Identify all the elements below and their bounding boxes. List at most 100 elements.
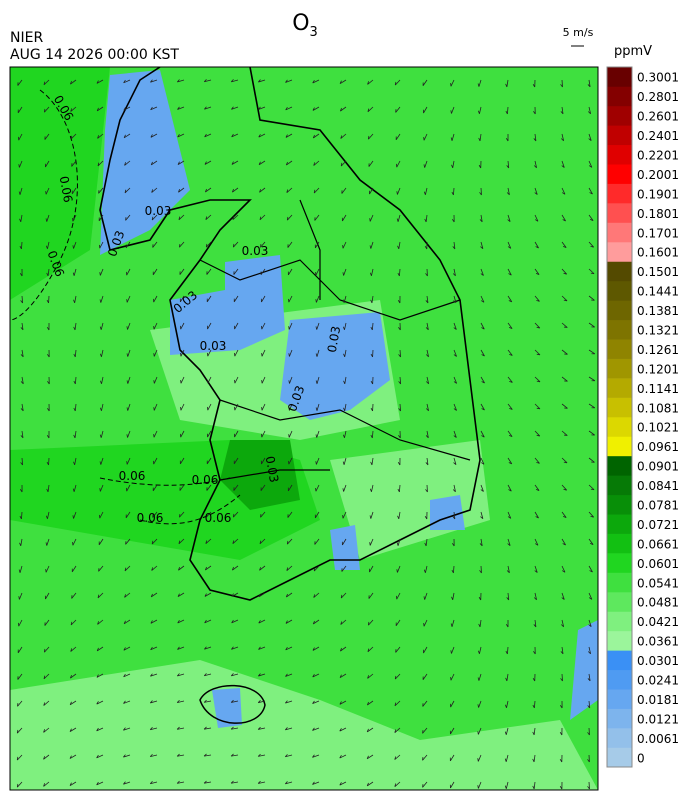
wind-arrow bbox=[152, 268, 158, 276]
wind-arrow bbox=[234, 376, 239, 384]
wind-arrow bbox=[17, 700, 23, 707]
wind-arrow bbox=[453, 322, 457, 330]
wind-arrow bbox=[234, 349, 239, 357]
wind-arrow bbox=[507, 376, 513, 383]
colorbar-box bbox=[607, 203, 632, 223]
wind-arrow bbox=[340, 133, 347, 139]
wind-arrow bbox=[588, 565, 593, 573]
wind-arrow bbox=[150, 592, 158, 598]
wind-arrow bbox=[230, 780, 239, 784]
wind-arrow bbox=[534, 268, 540, 276]
colorbar-box bbox=[607, 86, 632, 107]
wind-arrow bbox=[99, 268, 104, 276]
wind-arrow bbox=[151, 214, 158, 221]
wind-arrow bbox=[588, 376, 596, 382]
wind-arrow bbox=[150, 106, 158, 111]
field-patch bbox=[220, 440, 300, 510]
wind-arrow bbox=[17, 673, 23, 680]
wind-arrow bbox=[69, 754, 77, 759]
colorbar-label: 0.0901 bbox=[637, 460, 679, 474]
wind-arrow bbox=[504, 781, 509, 789]
colorbar-label: 0.2801 bbox=[637, 90, 679, 104]
wind-arrow bbox=[258, 646, 266, 650]
colorbar-label: 0.0061 bbox=[637, 732, 679, 746]
wind-arrow bbox=[43, 754, 50, 760]
wind-arrow bbox=[339, 727, 347, 732]
wind-arrow bbox=[288, 457, 293, 465]
wind-arrow bbox=[422, 646, 428, 654]
wind-arrow bbox=[45, 187, 50, 195]
wind-arrow bbox=[232, 241, 239, 248]
wind-arrow bbox=[18, 160, 23, 168]
wind-arrow bbox=[152, 511, 158, 518]
wind-arrow bbox=[533, 592, 537, 601]
contour-label: 0.06 bbox=[205, 511, 232, 525]
wind-arrow bbox=[451, 565, 455, 574]
wind-arrow bbox=[450, 79, 455, 87]
wind-arrow bbox=[477, 700, 482, 708]
wind-arrow bbox=[43, 700, 50, 706]
colorbar-box bbox=[607, 553, 632, 573]
wind-arrow bbox=[533, 646, 536, 655]
wind-arrow bbox=[507, 430, 513, 438]
wind-arrow bbox=[534, 511, 539, 519]
wind-arrow bbox=[507, 538, 511, 546]
wind-arrow bbox=[507, 403, 513, 410]
wind-arrow bbox=[480, 295, 485, 303]
wind-arrow bbox=[288, 376, 293, 384]
wind-arrow bbox=[370, 295, 374, 304]
wind-arrow bbox=[72, 241, 77, 249]
wind-arrow bbox=[258, 592, 266, 598]
wind-arrow bbox=[588, 457, 595, 463]
colorbar-box bbox=[607, 494, 632, 515]
wind-arrow bbox=[315, 430, 320, 438]
wind-arrow bbox=[258, 79, 266, 83]
wind-arrow bbox=[177, 106, 185, 110]
field-patch bbox=[10, 660, 598, 790]
wind-arrow bbox=[450, 106, 455, 114]
wind-arrow bbox=[97, 592, 104, 599]
wind-arrow bbox=[176, 699, 185, 703]
wind-arrow bbox=[561, 484, 568, 491]
wind-arrow bbox=[71, 160, 77, 167]
wind-arrow bbox=[368, 592, 374, 599]
wind-arrow bbox=[534, 484, 540, 492]
colorbar-box bbox=[607, 436, 632, 457]
wind-arrow bbox=[560, 646, 564, 655]
wind-arrow bbox=[561, 457, 568, 464]
wind-arrow bbox=[151, 565, 158, 571]
wind-arrow bbox=[180, 403, 185, 411]
wind-arrow bbox=[369, 241, 374, 249]
wind-arrow bbox=[505, 646, 509, 655]
wind-arrow bbox=[72, 214, 77, 222]
wind-arrow bbox=[96, 754, 104, 759]
wind-arrow bbox=[507, 295, 513, 303]
wind-arrow bbox=[341, 187, 347, 194]
colorbar-box bbox=[607, 611, 632, 632]
wind-arrow bbox=[534, 430, 541, 437]
wind-arrow bbox=[176, 753, 185, 757]
wind-arrow bbox=[151, 538, 158, 545]
wind-arrow bbox=[342, 241, 347, 249]
wind-arrow bbox=[507, 457, 513, 465]
wind-arrow bbox=[96, 646, 104, 652]
wind-arrow bbox=[178, 565, 185, 571]
wind-arrow bbox=[230, 726, 239, 730]
colorbar-label: 0.0121 bbox=[637, 712, 679, 726]
wind-arrow bbox=[284, 727, 293, 731]
wind-arrow bbox=[70, 646, 77, 652]
wind-arrow bbox=[124, 592, 131, 598]
wind-arrow bbox=[588, 511, 594, 518]
wind-arrow bbox=[315, 349, 320, 357]
wind-arrow bbox=[588, 322, 595, 328]
wind-arrow bbox=[16, 754, 23, 761]
wind-arrow bbox=[259, 214, 266, 221]
wind-arrow bbox=[342, 430, 347, 438]
wind-arrow bbox=[480, 430, 485, 438]
wind-arrow bbox=[369, 268, 374, 276]
wind-arrow bbox=[123, 106, 131, 111]
wind-arrow bbox=[534, 565, 538, 573]
wind-arrow bbox=[315, 376, 320, 384]
wind-arrow bbox=[206, 484, 212, 491]
wind-arrow bbox=[533, 106, 536, 115]
